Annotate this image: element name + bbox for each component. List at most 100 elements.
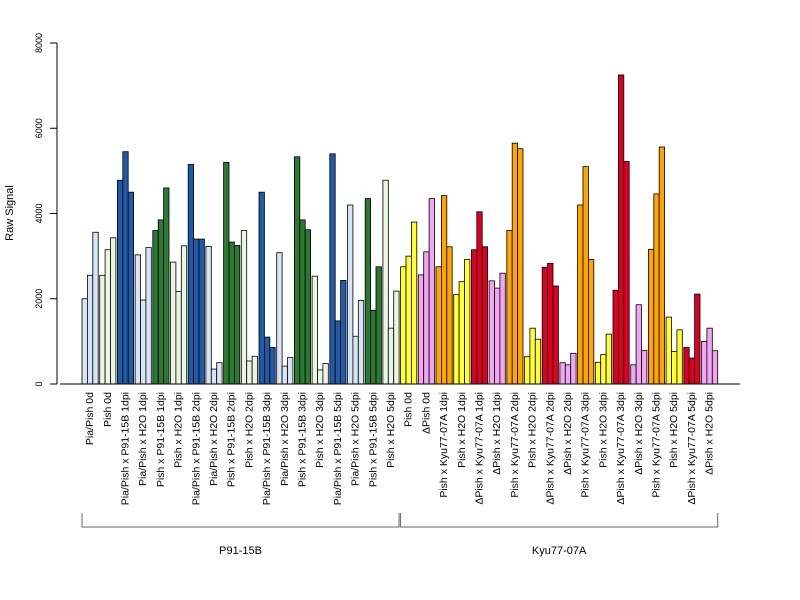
bar [205,245,212,385]
bar [104,249,111,385]
x-tick-label: Pish x Kyu77-07A 5dpi [651,392,663,498]
x-tick-label: Pish x H2O 1dpi [456,392,468,468]
y-tick-label: 0 [34,381,44,386]
x-tick-label: Pish x H2O 2dpi [527,392,539,468]
y-tick-label: 8000 [34,33,44,53]
bar [648,248,655,385]
bar [552,285,559,385]
bar [405,255,412,385]
x-tick-label: Pia/Pish x P91-15B 2dpi [190,392,202,505]
bar [541,266,549,385]
bar [152,230,159,385]
x-tick-label: Pia/Pish x H2O 5dpi [350,392,362,486]
bar [329,153,336,385]
bar [428,198,435,385]
bar [340,280,347,385]
x-tick-label: Pia/Pish x P91-15B 3dpi [261,392,273,505]
bar [228,241,235,385]
bar [134,254,141,385]
group-bracket-label: Kyu77-07A [532,545,587,557]
bar [658,146,666,385]
bar [400,266,407,385]
bar [322,363,329,385]
bar [635,304,642,385]
bar [240,230,248,385]
bar [299,219,306,385]
bar [99,274,106,385]
bar [287,357,294,385]
x-tick-label: Pish x H2O 5dpi [668,392,680,468]
bar [594,361,602,385]
bar [529,327,536,385]
bar [187,164,194,385]
bar [223,161,230,385]
bar [570,352,577,385]
x-tick-label: ΔPish 0d [420,392,432,434]
bar [577,204,584,385]
bar [711,350,719,385]
bar [311,275,318,385]
group-bracket [400,513,719,528]
x-tick-label: ΔPish x Kyu77-07A 3dpi [615,392,627,505]
bar [110,237,117,385]
bar [410,221,418,385]
bar [453,294,460,385]
bars [81,74,719,385]
bar [370,309,377,385]
x-tick-label: Pia/Pish x P91-15B 1dpi [120,392,132,505]
x-tick-label: ΔPish x H2O 2dpi [562,392,574,475]
bar [440,195,448,385]
bar [547,262,554,385]
bar [481,246,489,385]
x-tick-label: Pish x P91-15B 1dpi [155,392,167,487]
x-tick-label: Pish x H2O 3dpi [597,392,609,468]
bar [488,280,495,385]
bar [387,327,395,385]
x-tick-label: Pia/Pish x P91-15B 5dpi [332,392,344,505]
x-tick-label: Pish 0d [102,392,114,427]
bar [511,142,519,385]
bar [701,340,708,385]
bar [382,179,389,385]
bar [127,191,134,385]
bar [157,219,164,385]
bar [564,364,572,385]
bar [81,298,88,385]
bar [364,198,372,385]
bar [458,281,465,385]
x-tick-label: ΔPish x Kyu77-07A 5dpi [686,392,698,505]
x-tick-label: ΔPish x H2O 1dpi [491,392,503,475]
bar [122,151,129,385]
bar [263,336,271,385]
bar [694,293,701,385]
y-axis-title: Raw Signal [4,185,16,241]
x-tick-label: Pia/Pish x H2O 2dpi [208,392,220,486]
bar [180,245,188,385]
bar [117,179,124,385]
bar [706,327,713,385]
x-tick-label: Pish x H2O 5dpi [385,392,397,468]
bar [87,274,94,385]
bar [393,290,400,385]
bar [435,266,442,385]
group-brackets: P91-15B Kyu77-07A [81,513,719,557]
group-bracket-label: P91-15B [219,545,262,557]
bar [623,161,630,385]
bar [641,349,648,385]
bar [375,266,382,385]
bar [352,335,359,385]
bar [216,362,223,385]
bar [347,204,354,385]
bar [281,365,288,385]
bar [600,354,607,385]
bar [470,249,478,385]
bar [170,261,177,385]
bar [476,211,483,385]
bar [605,333,612,385]
x-tick-labels: Pia/Pish 0d Pish 0d Pia/Pish x P91-15B 1dp… [84,392,715,505]
x-tick-label: Pish x Kyu77-07A 2dpi [509,392,521,498]
bar [357,300,365,385]
bar [676,329,683,385]
group-bracket [81,513,400,528]
bar [688,357,696,385]
